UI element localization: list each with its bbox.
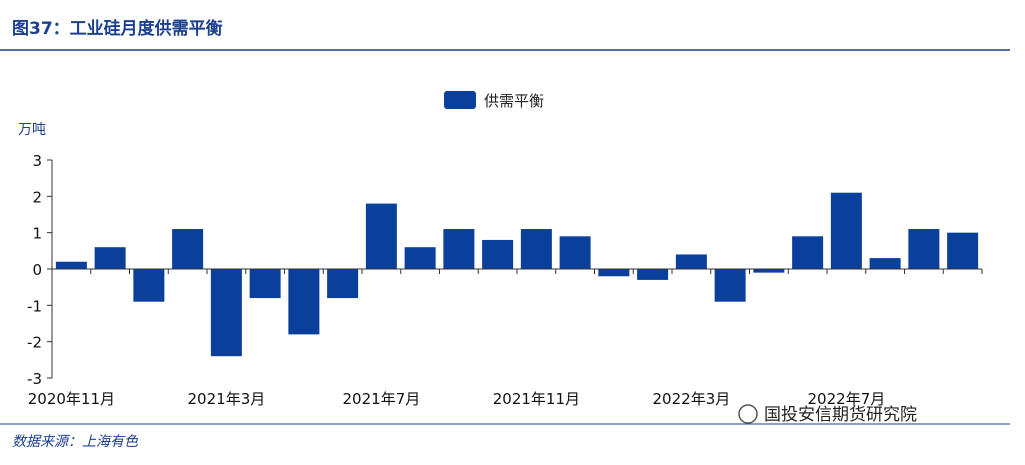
bar xyxy=(288,269,320,335)
chart-title: 图37：工业硅月度供需平衡 xyxy=(12,18,223,39)
x-tick-label: 2021年11月 xyxy=(493,390,580,408)
bar xyxy=(520,229,552,269)
bar xyxy=(675,254,707,269)
x-tick-label: 2021年7月 xyxy=(343,390,421,408)
legend-label: 供需平衡 xyxy=(484,92,544,110)
bar xyxy=(249,269,281,299)
y-tick-label: 1 xyxy=(32,225,42,243)
bar xyxy=(830,192,862,269)
bar xyxy=(443,229,475,269)
x-tick-label: 2021年3月 xyxy=(188,390,266,408)
bar xyxy=(365,203,397,269)
bar xyxy=(714,269,746,302)
legend-swatch xyxy=(444,91,476,109)
bar xyxy=(55,261,87,269)
bar xyxy=(133,269,165,302)
bar xyxy=(598,269,630,277)
x-tick-label: 2022年7月 xyxy=(808,390,886,408)
y-tick-label: -1 xyxy=(27,297,42,315)
y-tick-label: -3 xyxy=(27,370,42,388)
bar xyxy=(210,269,242,357)
bar xyxy=(637,269,669,280)
bar xyxy=(559,236,591,269)
brand-icon xyxy=(738,404,758,424)
bar xyxy=(482,239,514,269)
bar xyxy=(792,236,824,269)
y-tick-label: 3 xyxy=(32,152,42,170)
bar xyxy=(94,247,126,269)
source: 数据来源：上海有色 xyxy=(12,434,139,450)
y-tick-label: 2 xyxy=(32,188,42,206)
bar xyxy=(908,229,940,269)
bar xyxy=(947,232,979,269)
bar xyxy=(172,229,204,269)
brand: 国投安信期货研究院 xyxy=(764,405,917,425)
x-tick-label: 2020年11月 xyxy=(28,390,115,408)
y-unit: 万吨 xyxy=(18,122,46,138)
y-tick-label: -2 xyxy=(27,334,42,352)
bar xyxy=(869,258,901,269)
y-tick-label: 0 xyxy=(32,261,42,279)
bar xyxy=(753,269,785,273)
bar xyxy=(404,247,436,269)
x-tick-label: 2022年3月 xyxy=(653,390,731,408)
bar xyxy=(327,269,359,299)
